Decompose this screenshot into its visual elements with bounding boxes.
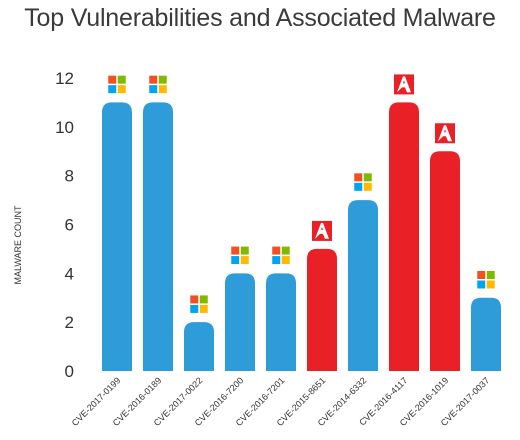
bar-CVE-2017-0022 — [184, 322, 214, 371]
y-tick-label: 10 — [55, 118, 74, 137]
bar-CVE-2015-8651 — [307, 248, 337, 371]
bar-CVE-2016-4117 — [389, 102, 419, 372]
y-tick-label: 8 — [65, 167, 74, 186]
windows-logo-icon — [231, 246, 249, 265]
bar-CVE-2016-0189 — [143, 102, 173, 372]
windows-logo-icon — [190, 295, 208, 313]
bar-CVE-2016-1019 — [430, 151, 460, 371]
windows-logo-icon — [149, 75, 167, 94]
chart-title: Top Vulnerabilities and Associated Malwa… — [24, 4, 496, 32]
adobe-logo-icon — [312, 220, 332, 241]
y-tick-label: 0 — [65, 362, 74, 381]
windows-logo-icon — [272, 246, 290, 265]
bar-CVE-2016-7201 — [266, 273, 296, 371]
windows-logo-icon — [108, 75, 126, 94]
bar-CVE-2016-7200 — [225, 273, 255, 371]
bar-CVE-2017-0199 — [102, 102, 132, 372]
windows-logo-icon — [477, 271, 495, 289]
y-tick-label: 6 — [65, 216, 74, 235]
y-tick-label: 2 — [65, 313, 74, 332]
windows-logo-icon — [354, 173, 372, 191]
y-tick-label: 4 — [65, 264, 74, 283]
bar-CVE-2014-6332 — [348, 200, 378, 371]
y-tick-label: 12 — [55, 69, 74, 88]
bar-CVE-2017-0037 — [471, 297, 501, 371]
adobe-logo-icon — [394, 74, 414, 95]
adobe-logo-icon — [435, 123, 455, 144]
